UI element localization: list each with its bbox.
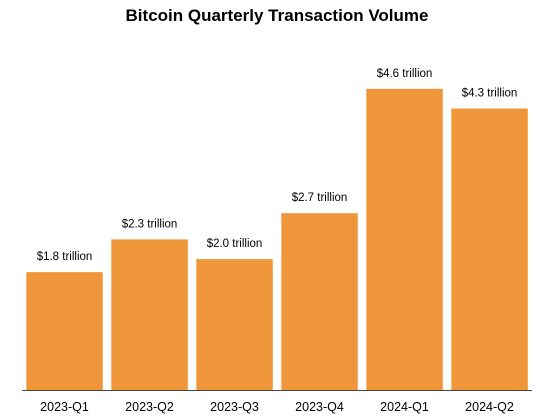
data-label-2023-Q4: $2.7 trillion: [292, 192, 348, 204]
bar-2023-Q1: [26, 272, 103, 390]
bars-group: [26, 88, 528, 391]
x-tick-label-2023-Q4: 2023-Q4: [295, 400, 344, 414]
bar-2023-Q2: [111, 239, 188, 390]
bar-2023-Q3: [196, 259, 273, 390]
bar-2024-Q2: [451, 108, 528, 390]
x-tick-label-2024-Q1: 2024-Q1: [380, 400, 429, 414]
data-label-2023-Q3: $2.0 trillion: [207, 238, 263, 250]
x-tick-label-2023-Q3: 2023-Q3: [210, 400, 259, 414]
bar-2024-Q1: [366, 88, 443, 391]
data-labels-group: $1.8 trillion $2.3 trillion $2.0 trillion $…: [37, 68, 518, 263]
data-label-2024-Q1: $4.6 trillion: [377, 68, 433, 80]
x-tick-label-2024-Q2: 2024-Q2: [465, 400, 514, 414]
data-label-2023-Q2: $2.3 trillion: [122, 218, 178, 230]
data-label-2024-Q2: $4.3 trillion: [462, 88, 518, 100]
x-tick-labels-group: 2023-Q1 2023-Q2 2023-Q3 2023-Q4 2024-Q1 2024-…: [40, 400, 514, 414]
x-tick-label-2023-Q1: 2023-Q1: [40, 400, 89, 414]
data-label-2023-Q1: $1.8 trillion: [37, 251, 93, 263]
chart-title: Bitcoin Quarterly Transaction Volume: [126, 6, 429, 25]
x-tick-label-2023-Q2: 2023-Q2: [125, 400, 174, 414]
bar-2023-Q4: [281, 213, 358, 390]
